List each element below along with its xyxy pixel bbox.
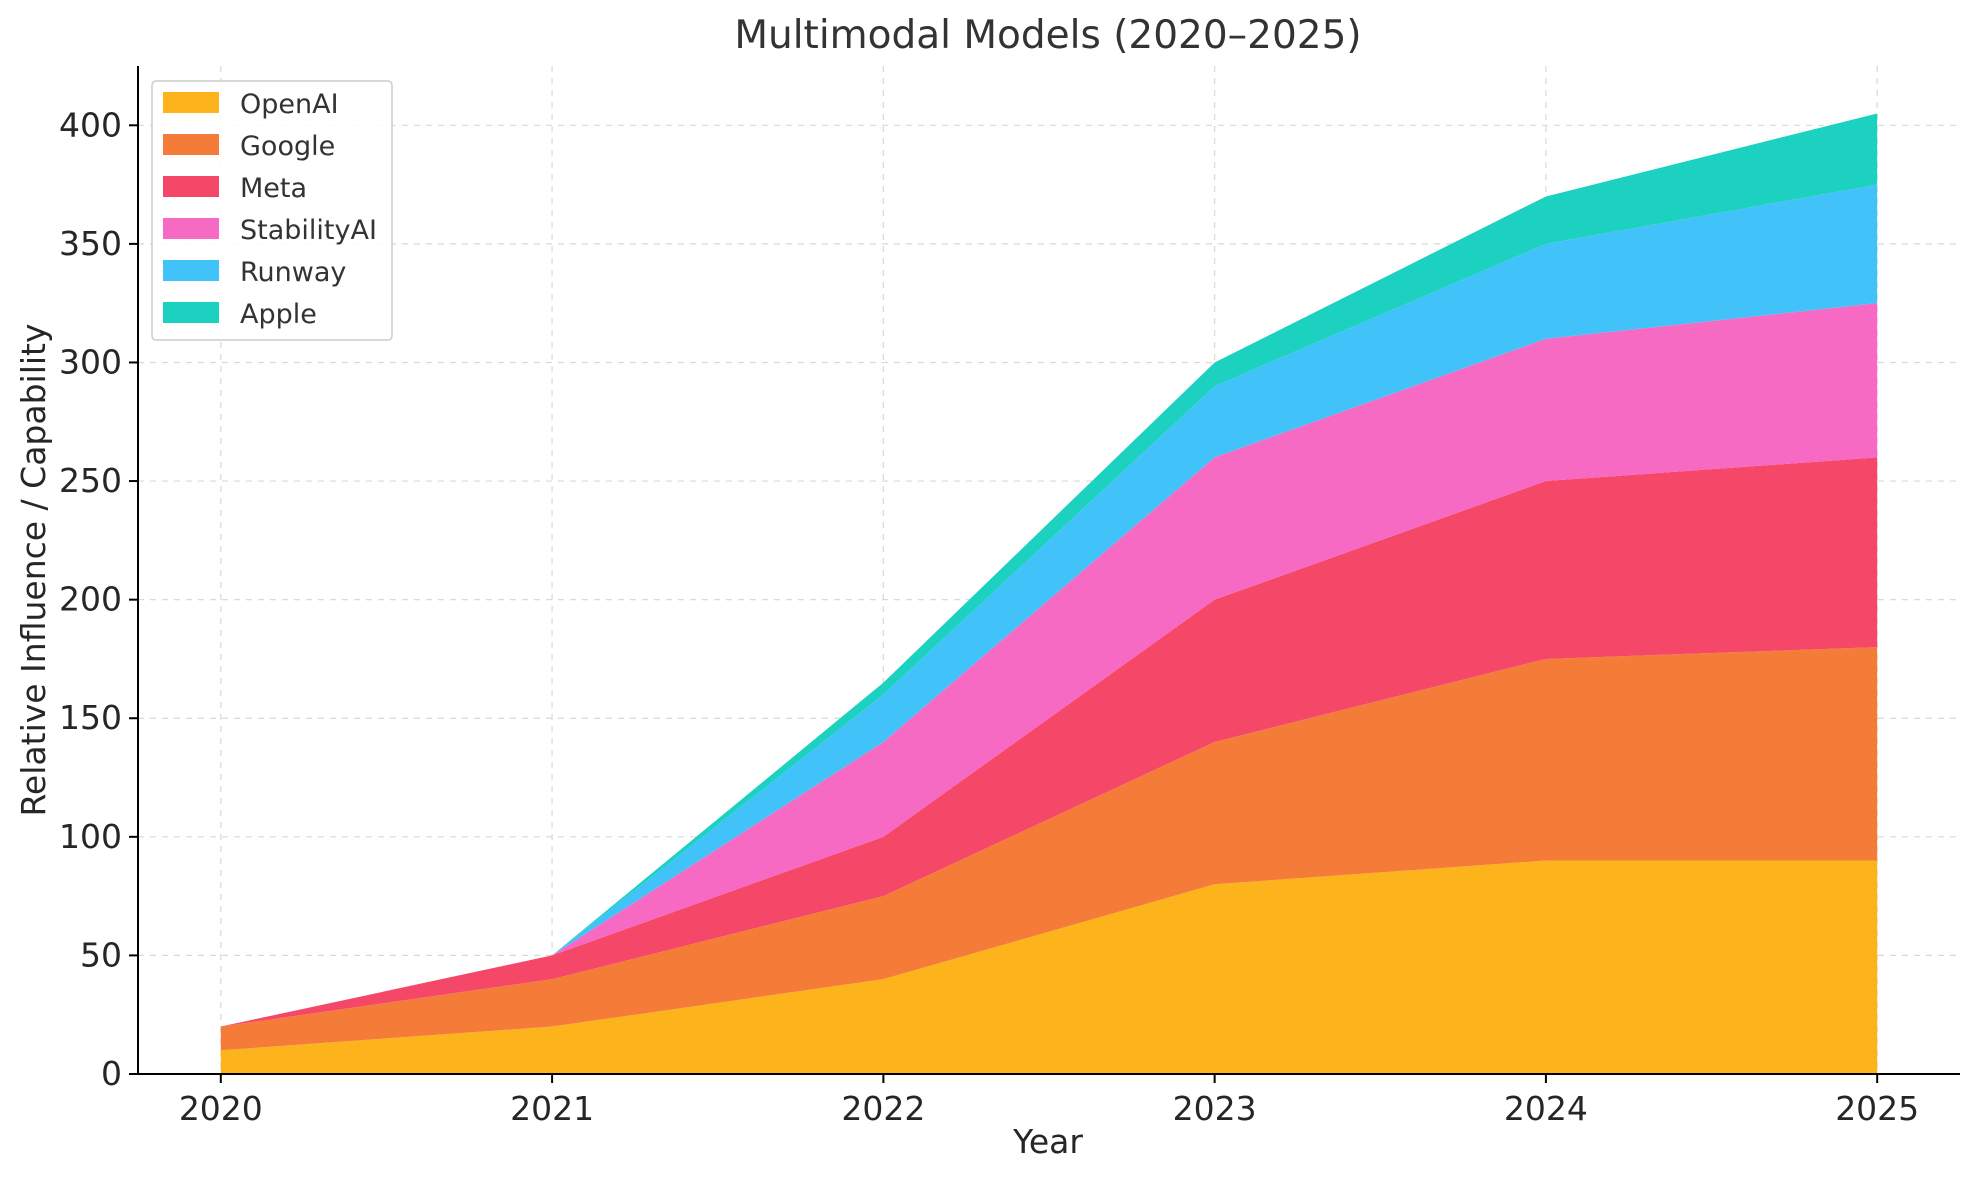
legend-label-stabilityai: StabilityAI xyxy=(240,215,377,246)
y-tick-label: 50 xyxy=(80,935,122,974)
y-tick-label: 300 xyxy=(59,342,122,381)
y-tick-label: 0 xyxy=(101,1054,122,1093)
area-google xyxy=(220,647,1878,1051)
legend-swatch-meta xyxy=(163,176,219,197)
y-tick-label: 350 xyxy=(59,224,122,263)
x-tick-label: 2021 xyxy=(510,1089,594,1128)
area-runway xyxy=(220,184,1878,1027)
legend-label-runway: Runway xyxy=(240,257,346,288)
legend-label-apple: Apple xyxy=(240,299,317,330)
y-axis-ticks: 0 50 100 150 200 250 300 350 400 xyxy=(59,105,138,1093)
area-openai xyxy=(220,860,1878,1074)
legend-label-openai: OpenAI xyxy=(240,89,339,120)
legend: OpenAI Google Meta StabilityAI Runway Apple xyxy=(151,80,393,341)
x-axis-ticks: 2020 2021 2022 2023 2024 2025 xyxy=(179,1074,1919,1128)
legend-items: OpenAI Google Meta StabilityAI Runway Apple xyxy=(163,89,377,330)
area-meta xyxy=(220,457,1878,1027)
legend-swatch-stabilityai xyxy=(163,218,219,239)
y-axis-title: Relative Influence / Capability xyxy=(14,323,53,816)
grid xyxy=(138,66,1960,1075)
y-tick-label: 250 xyxy=(59,461,122,500)
y-tick-label: 100 xyxy=(59,817,122,856)
legend-label-meta: Meta xyxy=(240,173,307,204)
y-tick-label: 150 xyxy=(59,698,122,737)
x-tick-label: 2025 xyxy=(1835,1089,1919,1128)
x-axis-title: Year xyxy=(1012,1122,1083,1161)
area-stabilityai xyxy=(220,303,1878,1027)
legend-swatch-google xyxy=(163,134,219,155)
area-apple xyxy=(220,113,1878,1027)
legend-swatch-apple xyxy=(163,302,219,323)
x-tick-label: 2022 xyxy=(841,1089,925,1128)
legend-label-google: Google xyxy=(240,131,335,162)
chart-title: Multimodal Models (2020–2025) xyxy=(734,13,1361,58)
x-tick-label: 2023 xyxy=(1173,1089,1257,1128)
axes xyxy=(137,66,1960,1075)
series-areas xyxy=(220,113,1878,1074)
legend-swatch-openai xyxy=(163,92,219,113)
x-tick-label: 2024 xyxy=(1504,1089,1588,1128)
y-tick-label: 200 xyxy=(59,580,122,619)
x-tick-label: 2020 xyxy=(179,1089,263,1128)
legend-swatch-runway xyxy=(163,260,219,281)
y-tick-label: 400 xyxy=(59,105,122,144)
